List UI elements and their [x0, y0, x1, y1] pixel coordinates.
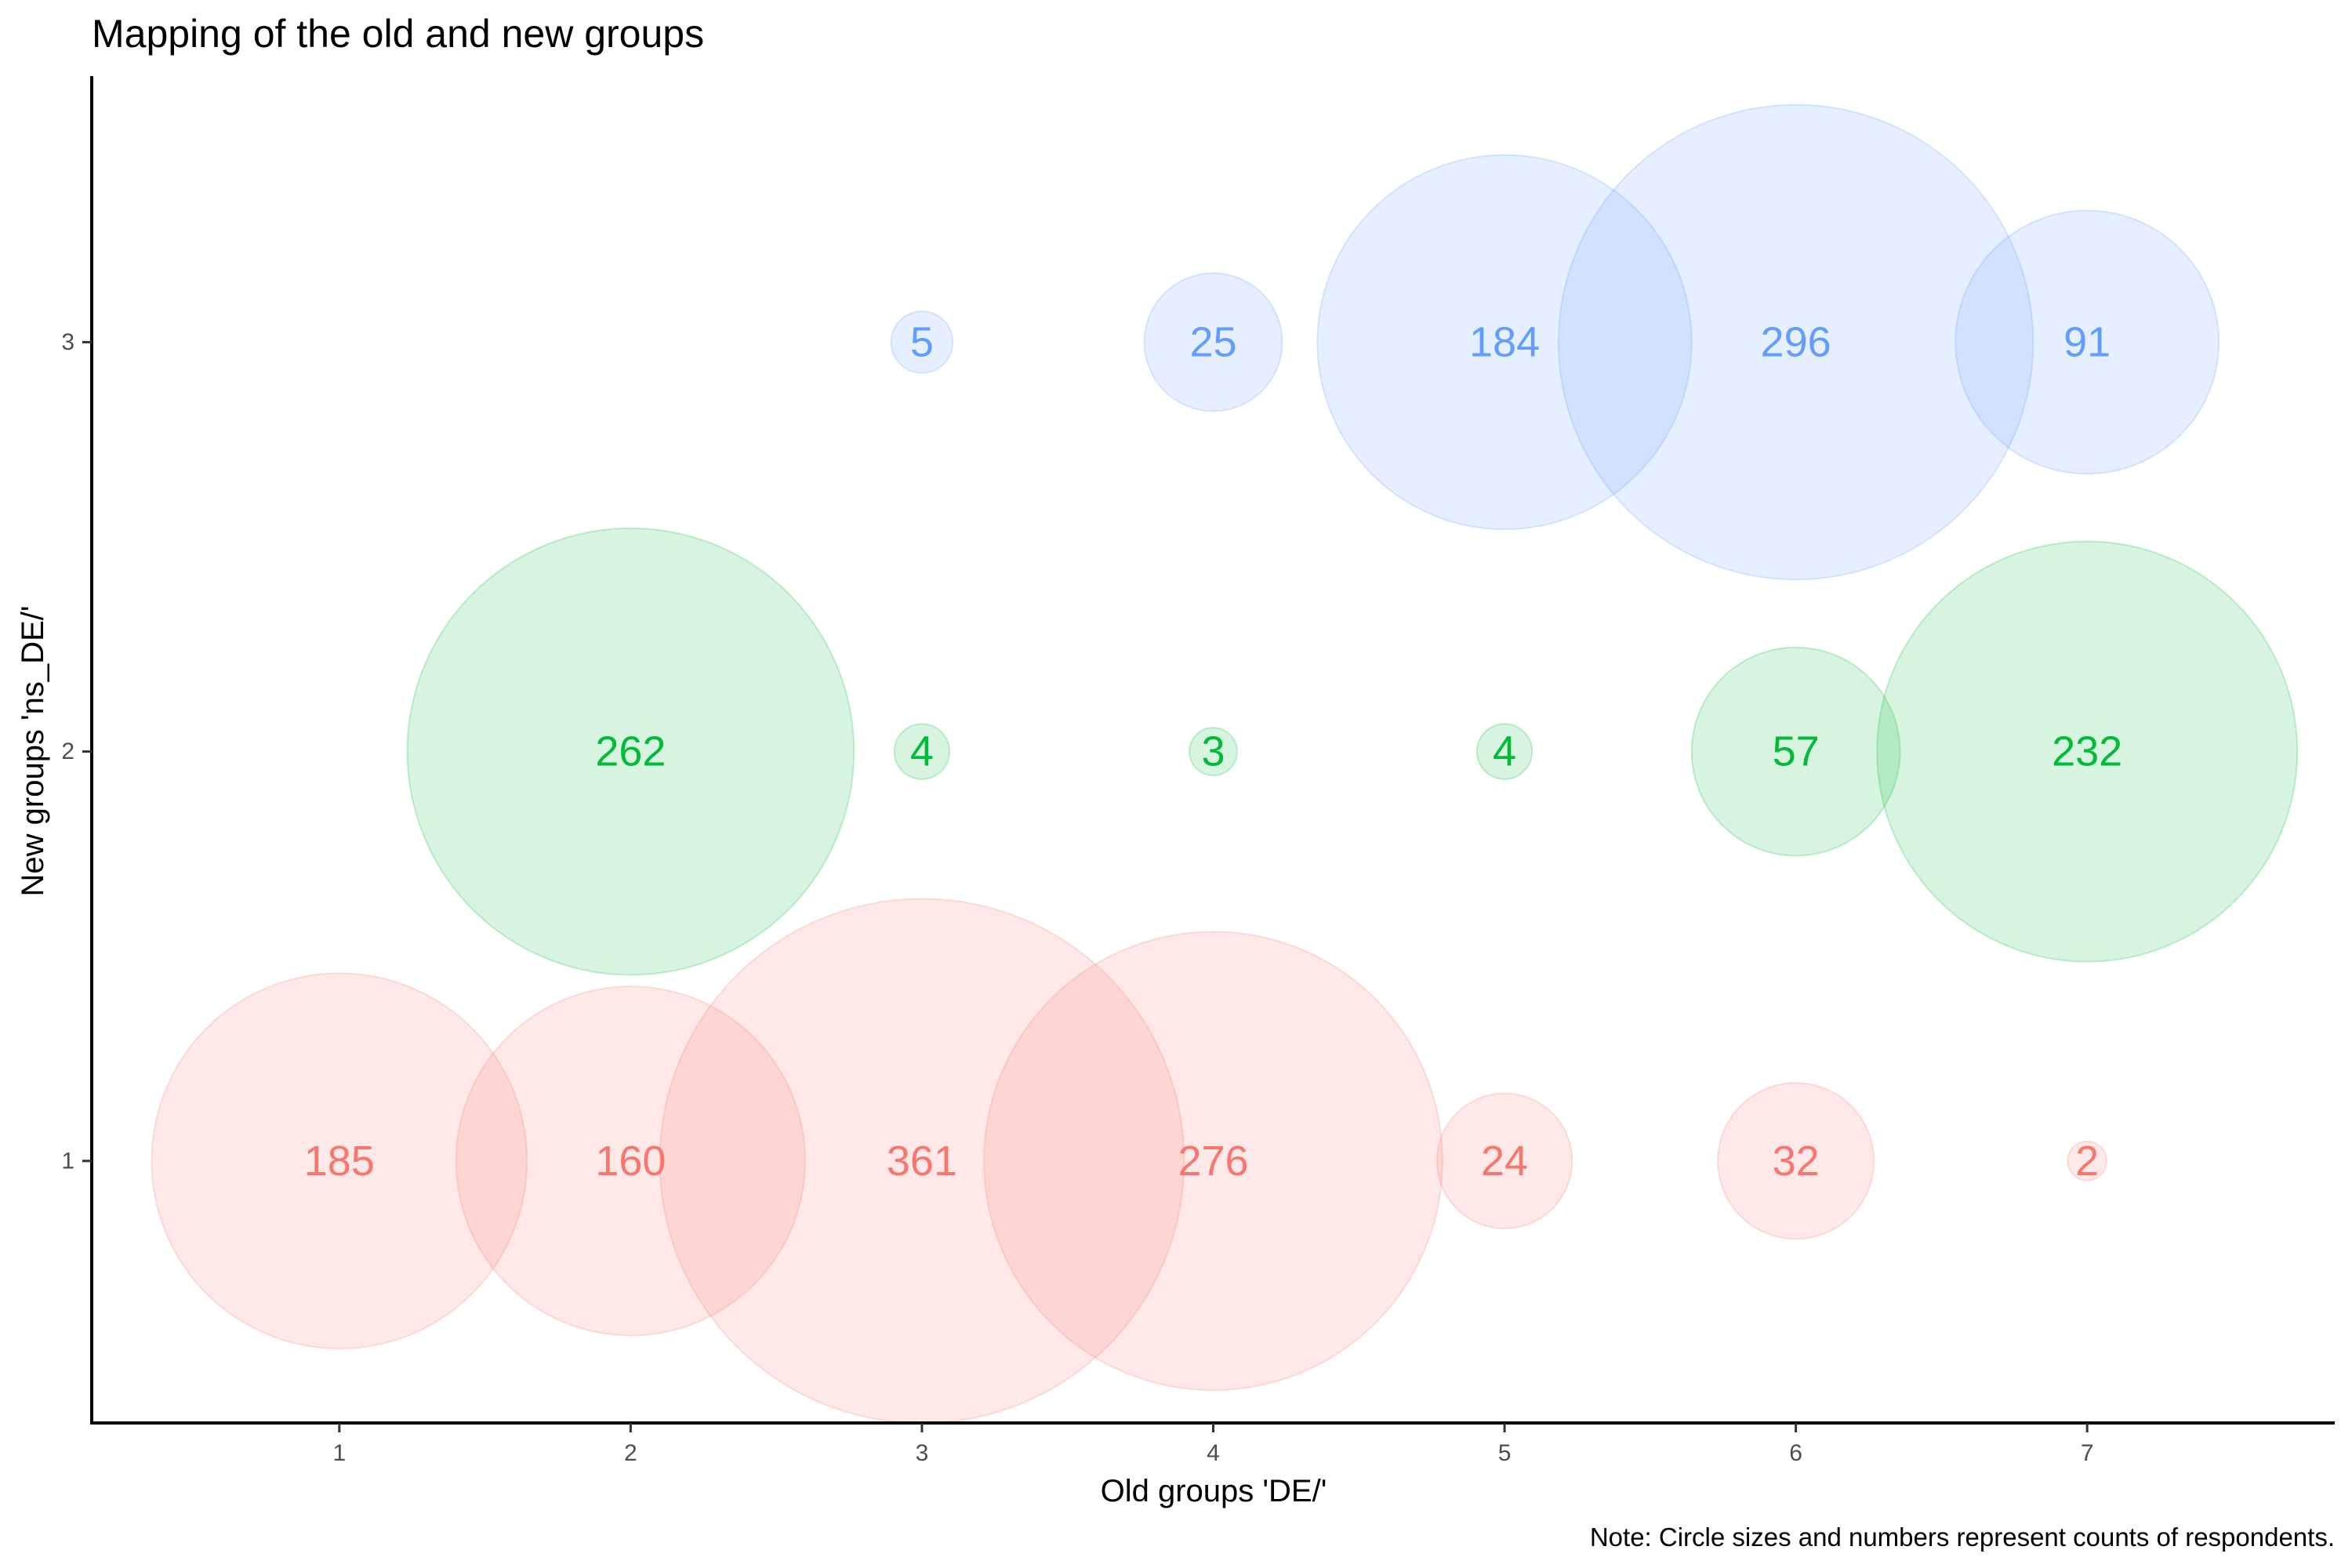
- bubble-x6-y1: [1717, 1082, 1875, 1240]
- bubble-x7-y2: [1876, 540, 2299, 963]
- bubble-label-layer: 185 160 361 276 24 32 2 262 4 3 4 57 232 5 25 184 296 91: [304, 318, 2122, 1184]
- x-tick-label-7: 7: [2081, 1440, 2094, 1466]
- bubble-label-x6-y1: 32: [1773, 1138, 1820, 1185]
- y-tick-label-1: 1: [61, 1148, 74, 1174]
- x-axis-ticks: 1 2 3 4 5 6 7: [332, 1423, 2094, 1466]
- bubble-x7-y3: [1955, 209, 2220, 475]
- x-tick-label-5: 5: [1498, 1440, 1512, 1466]
- bubble-label-x7-y1: 2: [2075, 1138, 2099, 1185]
- bubble-x2-y1: [455, 985, 807, 1337]
- bubble-label-x7-y3: 91: [2063, 318, 2111, 365]
- bubble-x4-y3: [1143, 272, 1283, 412]
- x-tick-label-3: 3: [916, 1440, 929, 1466]
- x-tick-label-1: 1: [332, 1440, 346, 1466]
- bubble-x5-y3: [1316, 154, 1693, 531]
- x-axis-title: Old groups 'DE/': [1101, 1474, 1327, 1508]
- bubble-label-x2-y2: 262: [595, 728, 666, 775]
- y-axis-title: New groups 'ns_DE/': [16, 606, 50, 897]
- bubble-x7-y1: [2067, 1140, 2108, 1181]
- bubble-label-x3-y1: 361: [887, 1138, 957, 1185]
- bubble-label-x5-y1: 24: [1481, 1138, 1528, 1185]
- bubble-layer: [151, 103, 2299, 1425]
- bubble-x6-y3: [1557, 103, 2034, 581]
- x-tick-label-6: 6: [1789, 1440, 1802, 1466]
- bubble-label-x3-y2: 4: [910, 728, 934, 775]
- bubble-x4-y1: [983, 931, 1443, 1392]
- bubble-label-x7-y2: 232: [2052, 728, 2122, 775]
- x-tick-label-4: 4: [1207, 1440, 1220, 1466]
- bubble-label-x1-y1: 185: [304, 1138, 375, 1185]
- bubble-x5-y2: [1475, 723, 1534, 780]
- bubble-x2-y2: [406, 527, 855, 976]
- chart-note: Note: Circle sizes and numbers represent…: [1590, 1523, 2335, 1552]
- bubble-x1-y1: [151, 972, 528, 1350]
- bubble-label-x4-y1: 276: [1178, 1138, 1248, 1185]
- y-axis-ticks: 1 2 3: [61, 329, 92, 1174]
- bubble-x6-y2: [1690, 646, 1901, 857]
- chart-title: Mapping of the old and new groups: [92, 12, 704, 56]
- bubble-label-x5-y2: 4: [1493, 728, 1516, 775]
- bubble-x3-y2: [893, 723, 951, 780]
- bubble-x4-y2: [1189, 727, 1238, 777]
- bubble-label-x5-y3: 184: [1469, 318, 1540, 365]
- bubble-x5-y1: [1436, 1092, 1573, 1230]
- x-tick-label-2: 2: [624, 1440, 637, 1466]
- y-tick-label-3: 3: [61, 329, 74, 355]
- bubble-label-x3-y3: 5: [910, 318, 934, 365]
- bubble-label-x6-y2: 57: [1773, 728, 1820, 775]
- bubble-label-x6-y3: 296: [1761, 318, 1831, 365]
- bubble-label-x4-y3: 25: [1189, 318, 1236, 365]
- y-tick-label-2: 2: [61, 739, 74, 764]
- bubble-x3-y3: [890, 310, 954, 374]
- bubble-label-x2-y1: 160: [595, 1138, 666, 1185]
- bubble-label-x4-y2: 3: [1201, 728, 1225, 775]
